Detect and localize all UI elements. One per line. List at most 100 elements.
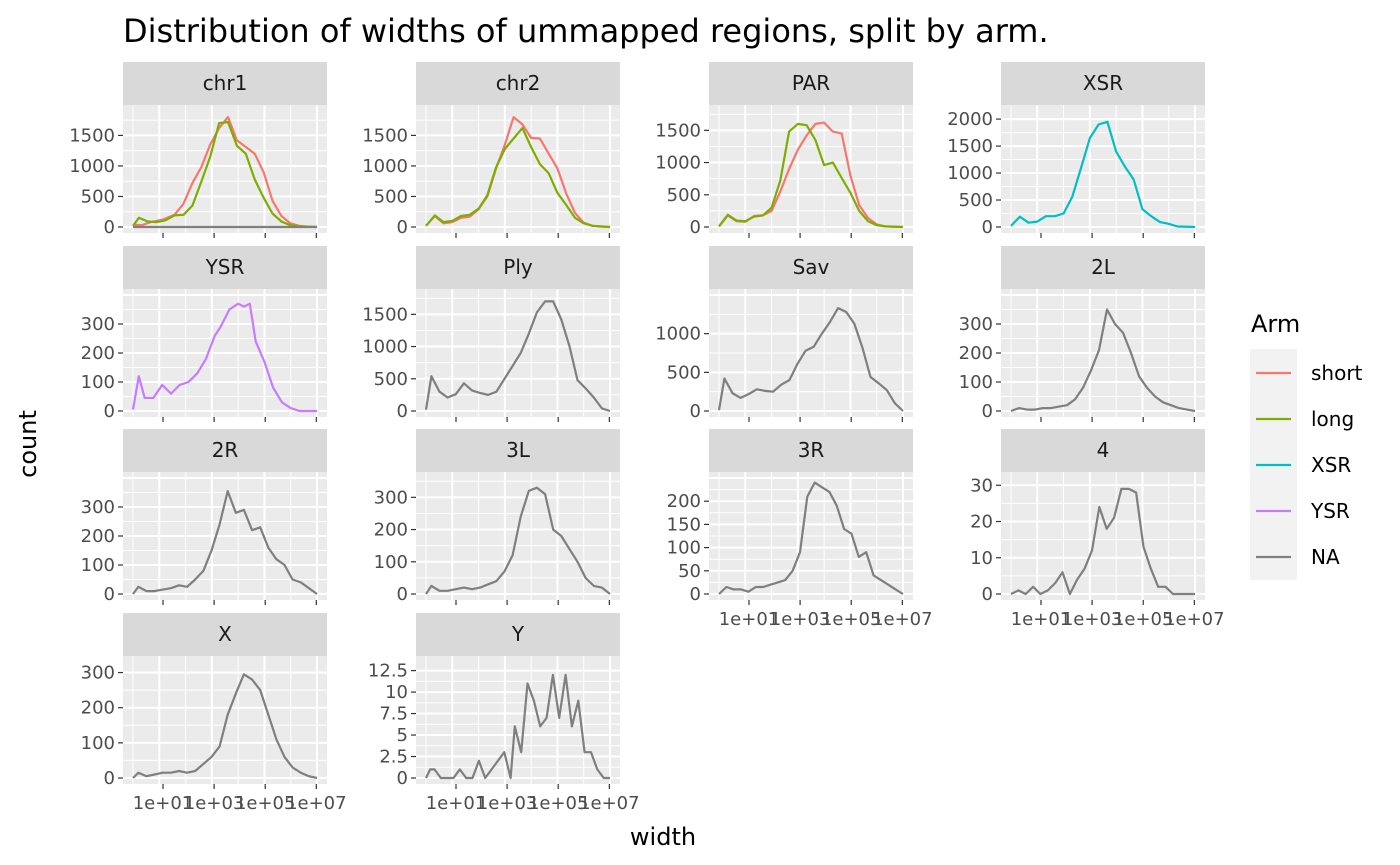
y-tick-label: 0 — [690, 584, 701, 605]
y-tick-label: 10 — [385, 682, 408, 703]
y-tick-label: 300 — [959, 314, 993, 335]
x-tick-label: 1e+05 — [1113, 609, 1174, 630]
y-tick-label: 2000 — [947, 109, 993, 130]
y-tick-label: 5 — [397, 725, 408, 746]
series-line-na — [1010, 308, 1196, 413]
y-tick-label: 1500 — [362, 125, 408, 146]
series-line-long — [718, 122, 904, 229]
strip-label: 3L — [506, 438, 531, 462]
y-tick-label: 150 — [667, 514, 701, 535]
x-axis-title: width — [630, 823, 696, 851]
strip-label: 2L — [1091, 255, 1116, 279]
strip-label: Ply — [503, 255, 533, 279]
y-tick-label: 100 — [81, 372, 115, 393]
y-tick-label: 12.5 — [368, 661, 408, 682]
gridlines — [709, 289, 913, 417]
y-tick-label: 200 — [959, 343, 993, 364]
series-line-na — [717, 307, 904, 412]
gridlines — [1001, 472, 1205, 600]
series-line-na — [132, 673, 318, 780]
gridlines — [709, 472, 913, 600]
panel-ply: Ply 0 500 1000 1500 — [362, 246, 620, 422]
y-tick-label: 0 — [104, 217, 115, 238]
y-tick-label: 7.5 — [379, 704, 408, 725]
y-tick-label: 0 — [104, 584, 115, 605]
plot-background — [416, 656, 620, 784]
strip-label: PAR — [792, 71, 830, 95]
legend-item-short: short — [1256, 361, 1363, 385]
y-tick-label: 1000 — [655, 153, 701, 174]
y-tick-label: 500 — [374, 186, 408, 207]
panel-sav: Sav 0 500 1000 — [655, 246, 913, 422]
strip-label: XSR — [1083, 71, 1123, 95]
x-tick-label: 1e+03 — [184, 793, 245, 814]
strip-background — [709, 62, 913, 105]
strip-label: chr1 — [203, 71, 248, 95]
strip-background — [416, 246, 620, 289]
y-tick-label: 500 — [667, 362, 701, 383]
strip-background — [416, 429, 620, 472]
legend-item-ysr: YSR — [1256, 499, 1350, 523]
x-tick-label: 1e+07 — [286, 793, 347, 814]
x-tick-label: 1e+03 — [1062, 609, 1123, 630]
y-tick-label: 0 — [982, 401, 993, 422]
plot-background — [123, 105, 327, 233]
y-tick-label: 20 — [970, 512, 993, 533]
legend-label: short — [1311, 361, 1363, 385]
y-tick-label: 0 — [690, 217, 701, 238]
y-tick-label: 200 — [81, 343, 115, 364]
y-tick-label: 1000 — [69, 156, 115, 177]
y-tick-label: 0 — [397, 584, 408, 605]
y-tick-label: 100 — [667, 538, 701, 559]
y-tick-label: 500 — [81, 186, 115, 207]
legend-label: long — [1311, 407, 1354, 431]
panel-xsr: XSR 0 500 1000 1500 2000 — [947, 62, 1205, 238]
plot-background — [1001, 105, 1205, 233]
y-tick-label: 1500 — [69, 125, 115, 146]
x-tick-label: 1e+05 — [235, 793, 296, 814]
y-tick-label: 1000 — [947, 163, 993, 184]
y-tick-label: 200 — [374, 520, 408, 541]
panel-chr1: chr1 0 500 1000 1500 — [69, 62, 327, 238]
y-tick-label: 100 — [959, 372, 993, 393]
panel-2r: 2R 0 100 200 300 — [81, 429, 327, 605]
strip-label: 3R — [798, 438, 825, 462]
strip-background — [1001, 246, 1205, 289]
y-tick-label: 0 — [690, 401, 701, 422]
strip-background — [1001, 429, 1205, 472]
y-tick-label: 500 — [374, 369, 408, 390]
y-tick-label: 1500 — [362, 304, 408, 325]
y-tick-label: 0 — [397, 768, 408, 789]
legend-item-long: long — [1256, 407, 1354, 431]
panel-ysr: YSR 0 100 200 300 — [81, 246, 327, 422]
strip-label: 4 — [1097, 438, 1110, 462]
plot-background — [416, 105, 620, 233]
y-tick-label: 30 — [970, 475, 993, 496]
series-line-na — [424, 300, 611, 413]
strip-background — [416, 613, 620, 656]
legend-title: Arm — [1251, 310, 1300, 338]
gridlines — [709, 105, 913, 233]
x-tick-label: 1e+01 — [133, 793, 194, 814]
x-tick-label: 1e+03 — [477, 793, 538, 814]
x-tick-label: 1e+01 — [719, 609, 780, 630]
series-line-xsr — [1010, 120, 1196, 229]
y-tick-label: 300 — [81, 663, 115, 684]
y-tick-label: 200 — [81, 698, 115, 719]
series-line-na — [1010, 487, 1195, 596]
strip-label: YSR — [205, 255, 245, 279]
x-tick-label: 1e+01 — [426, 793, 487, 814]
legend-label: XSR — [1311, 453, 1351, 477]
strip-background — [416, 62, 620, 105]
y-tick-label: 500 — [959, 190, 993, 211]
strip-label: X — [218, 622, 232, 646]
y-tick-label: 0 — [982, 584, 993, 605]
y-tick-label: 500 — [667, 185, 701, 206]
legend-item-na: NA — [1256, 545, 1340, 569]
y-tick-label: 100 — [374, 552, 408, 573]
strip-label: Sav — [793, 255, 830, 279]
strip-background — [123, 429, 327, 472]
